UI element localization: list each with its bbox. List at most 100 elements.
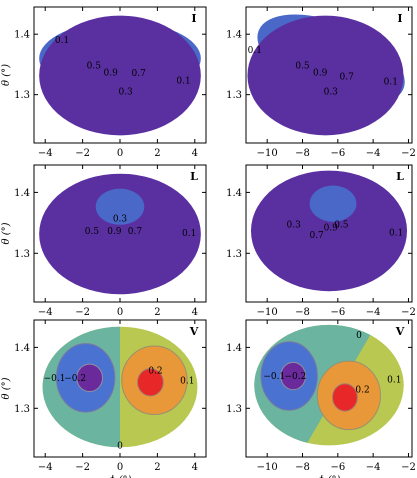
x-tick-label: 0	[117, 148, 123, 159]
y-tick-label: 1.3	[14, 90, 30, 101]
contour-label: 0.1	[55, 36, 69, 46]
contour-label: 0.7	[132, 69, 147, 79]
contour-label: 0.9	[313, 68, 328, 78]
x-tick-label: −2	[401, 307, 416, 318]
contour-level1-lobe	[309, 185, 357, 222]
contour-label: −0.2	[285, 372, 307, 382]
contour-label: 0.1	[389, 229, 403, 239]
panel-V-right: 0 −0.1−0.2 0.2 0.1 V −10 −8 −6 −4 −2 1.3 1.4 ϕ (°)	[226, 319, 416, 478]
x-tick-label: −4	[38, 462, 53, 473]
contour-label: 0.3	[287, 221, 302, 231]
contour-label: −0.1	[44, 374, 66, 384]
x-tick-label: 2	[154, 148, 160, 159]
x-tick-label: −8	[295, 307, 310, 318]
x-axis-label: ϕ (°)	[109, 475, 132, 478]
x-tick-label: 0	[117, 462, 123, 473]
x-tick-label: 4	[192, 148, 198, 159]
panel-I-left: 0.1 0.50.9 0.7 0.3 0.1 I −4 −2 0 2 4 1.3 1.4 θ (°)	[1, 6, 207, 159]
x-tick-label: 0	[117, 307, 123, 318]
panel-label: I	[191, 12, 196, 25]
y-tick-label: 1.3	[14, 404, 30, 415]
panel-label: L	[190, 170, 198, 183]
x-tick-label: −2	[401, 148, 416, 159]
x-tick-label: −10	[257, 148, 278, 159]
x-tick-label: −6	[330, 307, 345, 318]
panel-I-right: 0.1 0.50.9 0.70.3 0.1 I −10 −8 −6 −4 −2 1.3 1.4	[226, 6, 416, 159]
y-tick-label: 1.4	[14, 343, 30, 354]
x-tick-label: 2	[154, 462, 160, 473]
y-tick-label: 1.4	[14, 30, 30, 41]
y-tick-label: 1.4	[14, 188, 30, 199]
contour-label: 0.2	[148, 367, 162, 377]
x-tick-label: −4	[366, 307, 381, 318]
panel-frame	[245, 164, 413, 303]
y-tick-label: 1.3	[14, 249, 30, 260]
x-tick-label: −10	[257, 307, 278, 318]
contour-label: 0.7	[339, 73, 354, 83]
panel-frame	[245, 6, 413, 144]
y-tick-label: 1.4	[226, 188, 242, 199]
panel-L-right: 0.3 0.90.5 0.7 0.1 L −10 −8 −6 −4 −2 1.3 1.4	[226, 164, 416, 318]
contour-level1-lobe	[95, 188, 145, 225]
contour-label: 0.7	[309, 231, 324, 241]
x-tick-label: −4	[366, 148, 381, 159]
contour-label: 0.5	[334, 221, 349, 231]
panel-V-left: −0.1−0.2 0.2 0.1 0 V −4 −2 0 2 4 1.3 1.4 θ (°) ϕ (°)	[1, 319, 207, 478]
x-tick-label: −10	[257, 462, 278, 473]
contour-label: 0.1	[180, 376, 194, 386]
x-tick-label: −4	[38, 148, 53, 159]
x-tick-label: −2	[75, 148, 90, 159]
contour-label: 0.9	[324, 224, 339, 234]
contour-outer	[39, 173, 201, 295]
x-tick-label: −4	[38, 307, 53, 318]
contour-label: 0.2	[355, 385, 369, 395]
contour-outer	[39, 15, 201, 136]
panel-label: L	[396, 170, 404, 183]
y-axis-label: θ (°)	[1, 222, 12, 244]
panel-label: V	[189, 325, 199, 338]
y-axis-label: θ (°)	[1, 64, 12, 86]
contour-label: 0.1	[384, 77, 398, 87]
contour-label: 0.3	[113, 215, 128, 225]
contour-v-pos-strong	[331, 383, 358, 412]
x-tick-label: −2	[75, 307, 90, 318]
contour-label: 0.1	[176, 77, 190, 87]
x-tick-label: 2	[154, 307, 160, 318]
panel-label: I	[397, 12, 402, 25]
contour-label: 0.7	[128, 227, 143, 237]
y-tick-label: 1.4	[226, 343, 242, 354]
x-axis-label: ϕ (°)	[318, 475, 341, 478]
contour-label: 0.5	[85, 227, 100, 237]
contour-label: 0.1	[387, 376, 401, 386]
contour-label: 0.5	[295, 62, 310, 72]
contour-outer	[247, 15, 404, 136]
panel-label: V	[395, 325, 405, 338]
contour-label: −0.2	[64, 374, 86, 384]
y-axis-label: θ (°)	[1, 377, 12, 399]
contour-label: 0	[117, 441, 123, 451]
contour-label: 0.5	[87, 62, 102, 72]
contour-v-neg-strong	[76, 363, 103, 393]
x-tick-label: −6	[330, 462, 345, 473]
x-tick-label: −8	[295, 148, 310, 159]
contour-label: 0.1	[182, 229, 196, 239]
contour-v-neg-strong	[280, 361, 307, 391]
y-tick-label: 1.4	[226, 30, 242, 41]
contour-label: 0	[356, 331, 362, 341]
contour-label: 0.3	[324, 88, 339, 98]
panel-frame	[245, 319, 413, 458]
contour-label: 0.9	[107, 227, 122, 237]
contour-label: −0.1	[263, 372, 285, 382]
x-tick-label: −4	[366, 462, 381, 473]
x-tick-label: −2	[75, 462, 90, 473]
contour-label: 0.1	[248, 46, 262, 56]
contour-outer	[250, 170, 408, 292]
panel-L-left: 0.3 0.5 0.9 0.7 0.1 L −4 −2 0 2 4 1.3 1.4 θ (°)	[1, 164, 207, 318]
x-tick-label: −6	[330, 148, 345, 159]
contour-label: 0.9	[103, 68, 118, 78]
y-tick-label: 1.3	[226, 249, 242, 260]
x-tick-label: 4	[192, 462, 198, 473]
x-tick-label: −8	[295, 462, 310, 473]
x-tick-label: −2	[401, 462, 416, 473]
